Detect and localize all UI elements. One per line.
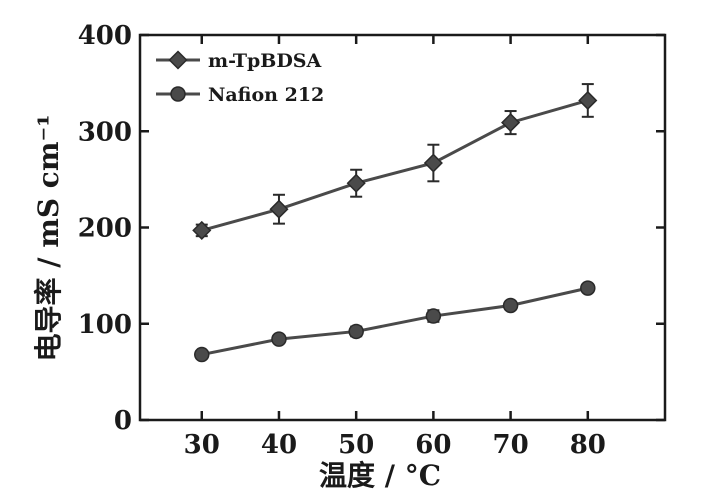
legend-marker xyxy=(170,52,187,69)
x-tick-label: 40 xyxy=(261,430,297,460)
series-line xyxy=(202,288,588,354)
series-group xyxy=(193,84,596,361)
series-1 xyxy=(193,84,596,239)
data-point xyxy=(426,309,440,323)
data-point xyxy=(502,114,519,131)
x-axis-title: 温度 / °C xyxy=(319,459,441,492)
x-tick-label: 60 xyxy=(415,430,451,460)
y-tick-label: 200 xyxy=(78,214,132,244)
data-point xyxy=(349,324,363,338)
x-tick-label: 70 xyxy=(492,430,528,460)
y-tick-label: 400 xyxy=(78,21,132,51)
data-point xyxy=(579,92,596,109)
axes: 30 40 50 60 70 80 0 100 200 300 400 xyxy=(78,21,665,460)
legend-label: Nafion 212 xyxy=(208,84,324,106)
data-point xyxy=(504,298,518,312)
data-point xyxy=(425,155,442,172)
series-2 xyxy=(195,281,595,361)
data-point xyxy=(272,332,286,346)
series-line xyxy=(202,100,588,230)
legend-item-2: Nafion 212 xyxy=(156,84,324,106)
data-point xyxy=(581,281,595,295)
y-axis-title: 电导率 / mS cm⁻¹ xyxy=(32,114,65,361)
x-tick-label: 30 xyxy=(184,430,220,460)
data-point xyxy=(270,201,287,218)
x-tick-label: 80 xyxy=(570,430,606,460)
y-tick-label: 0 xyxy=(114,406,132,436)
y-tick-label: 100 xyxy=(78,310,132,340)
legend-item-1: m-TpBDSA xyxy=(156,50,322,72)
data-point xyxy=(195,348,209,362)
legend: m-TpBDSA Nafion 212 xyxy=(156,50,324,106)
legend-marker xyxy=(171,87,185,101)
data-point xyxy=(348,175,365,192)
y-tick-label: 300 xyxy=(78,117,132,147)
x-tick-label: 50 xyxy=(338,430,374,460)
legend-label: m-TpBDSA xyxy=(208,50,322,72)
